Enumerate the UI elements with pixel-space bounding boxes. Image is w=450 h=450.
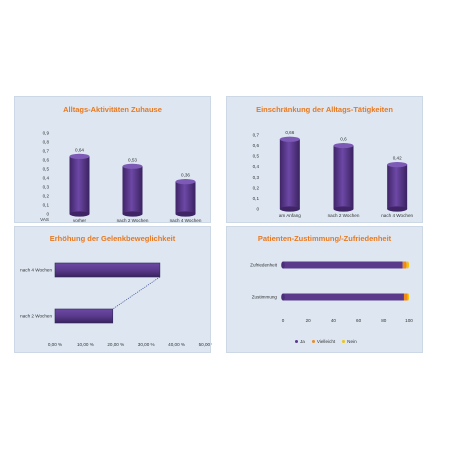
bar-value-label: 0,66 xyxy=(285,130,294,135)
y-tick-label: 0,2 xyxy=(253,185,260,190)
x-tick-label: 40 xyxy=(331,318,337,323)
chart-panel-gelenkbeweglichkeit: Erhöhung der Gelenkbeweglichkeit 0,00 % 1… xyxy=(14,226,212,353)
y-tick-label: Zustimmung xyxy=(252,295,278,300)
chart-title: Einschränkung der Alltags-Tätigkeiten xyxy=(256,105,393,114)
legend-label: Vielleicht xyxy=(316,339,336,344)
y-tick-label: 0,9 xyxy=(43,131,50,136)
x-tick-label: 20,00 % xyxy=(107,342,124,347)
x-tick-label: nach 4 Wochen xyxy=(170,218,202,223)
stacked-hbar-chart-svg: 0 20 40 60 80 100 Zufriedenheit Zustimmung xyxy=(250,261,413,323)
bar-chart-svg: 0,7 0,6 0,5 0,4 0,3 0,2 0,1 0 0,66 am Anfang 0,6 na… xyxy=(253,130,414,218)
y-tick-label: 0,7 xyxy=(253,133,260,138)
y-tick-label: 0 xyxy=(46,212,49,217)
y-tick-label: 0,3 xyxy=(43,185,50,190)
bar-segment-vielleicht xyxy=(403,293,408,301)
x-tick-label: 0,00 % xyxy=(48,342,62,347)
x-tick-label: 50,00 % xyxy=(199,342,212,347)
y-tick-label: 0,8 xyxy=(43,140,50,145)
legend-item-vielleicht: Vielleicht xyxy=(311,339,336,344)
x-tick-label: 40,00 % xyxy=(168,342,185,347)
y-tick-label: nach 2 Wochen xyxy=(20,314,52,319)
legend-swatch xyxy=(295,340,298,344)
chart-title: Alltags-Aktivitäten Zuhause xyxy=(63,105,162,114)
y-tick-label: 0,7 xyxy=(43,149,50,154)
bar xyxy=(54,262,161,278)
bar-value-label: 0,36 xyxy=(181,173,190,178)
y-tick-label: nach 4 Wochen xyxy=(20,268,52,273)
legend-item-ja: Ja xyxy=(295,339,305,344)
x-tick-label: 10,00 % xyxy=(77,342,94,347)
chart-panel-alltags-aktivitaeten: Alltags-Aktivitäten Zuhause 0,9 0,8 0,7 0,6… xyxy=(14,96,211,223)
chart-title: Erhöhung der Gelenkbeweglichkeit xyxy=(49,234,176,243)
bar-segment-ja xyxy=(283,261,403,269)
chart-panel-zufriedenheit: Patienten-Zustimmung/-Zufriedenheit 0 20 4… xyxy=(226,226,423,353)
legend-swatch xyxy=(311,340,315,344)
x-tick-label: vorher xyxy=(73,218,86,223)
chart-title: Patienten-Zustimmung/-Zufriedenheit xyxy=(257,234,392,243)
legend-swatch xyxy=(342,340,346,344)
hbar-chart-svg: 0,00 % 10,00 % 20,00 % 30,00 % 40,00 % 50,00 … xyxy=(20,262,212,347)
bar-segment-vielleicht xyxy=(402,261,407,269)
bar-segment-ja xyxy=(283,293,404,301)
y-tick-label: 0,6 xyxy=(43,158,50,163)
x-tick-label: 100 xyxy=(405,318,413,323)
x-tick-label: 80 xyxy=(381,318,387,323)
x-tick-label: 20 xyxy=(306,318,312,323)
y-tick-label: 0,5 xyxy=(253,154,260,159)
bar-value-label: 0,53 xyxy=(128,157,137,162)
bar xyxy=(69,153,90,217)
bar-value-label: 0,6 xyxy=(340,137,347,142)
bar-end-cap xyxy=(281,293,285,301)
bar xyxy=(122,163,143,217)
bar xyxy=(387,162,408,212)
y-axis-label: VAS xyxy=(40,217,49,222)
y-tick-label: 0,1 xyxy=(253,196,260,201)
bar-segment-nein xyxy=(407,293,409,301)
x-tick-label: nach 4 Wochen xyxy=(381,213,413,218)
bar-value-label: 0,64 xyxy=(75,147,84,152)
legend: Ja Vielleicht Nein xyxy=(295,339,357,344)
y-tick-label: 0 xyxy=(256,207,259,212)
y-tick-label: 0,6 xyxy=(253,143,260,148)
y-tick-label: 0,4 xyxy=(43,176,50,181)
y-tick-label: 0,3 xyxy=(253,175,260,180)
bar xyxy=(175,179,196,217)
x-tick-label: nach 2 Wochen xyxy=(117,218,149,223)
bar-value-label: 0,42 xyxy=(393,156,402,161)
y-tick-label: 0,1 xyxy=(43,203,50,208)
legend-label: Ja xyxy=(300,339,305,344)
y-tick-label: 0,2 xyxy=(43,194,50,199)
chart-panel-einschraenkung: Einschränkung der Alltags-Tätigkeiten 0,… xyxy=(226,96,423,223)
legend-item-nein: Nein xyxy=(342,339,357,344)
y-tick-label: Zufriedenheit xyxy=(250,263,278,268)
connector-line xyxy=(112,276,161,310)
x-tick-label: nach 2 Wochen xyxy=(328,213,360,218)
bar-end-cap xyxy=(281,261,285,269)
x-tick-label: 60 xyxy=(356,318,362,323)
bar xyxy=(54,308,114,324)
bar xyxy=(279,136,300,212)
y-tick-label: 0,4 xyxy=(253,164,260,169)
bar xyxy=(333,142,354,212)
bar-segment-nein xyxy=(406,261,409,269)
x-tick-label: 30,00 % xyxy=(138,342,155,347)
legend-label: Nein xyxy=(347,339,357,344)
x-tick-label: am Anfang xyxy=(279,213,301,218)
y-tick-label: 0,5 xyxy=(43,167,50,172)
x-tick-label: 0 xyxy=(282,318,285,323)
